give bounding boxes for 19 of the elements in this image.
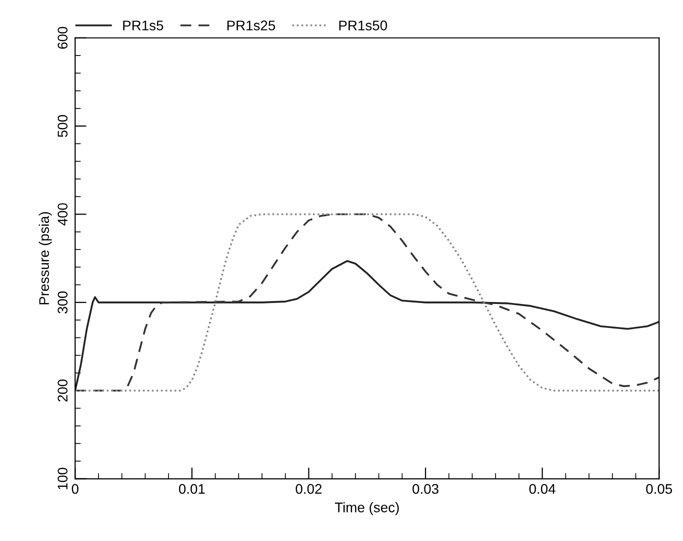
x-tick-label: 0 [72,484,78,494]
y-tick-label: 500 [58,115,68,138]
y-tick-label: 400 [58,203,68,226]
x-tick-label: 0.04 [529,484,556,494]
y-tick-label: 300 [58,291,68,314]
legend-label: PR1s5 [123,20,164,30]
line-series [75,213,660,392]
x-axis-title: Time (sec) [334,502,399,516]
y-tick-label: 100 [58,468,68,490]
x-tick-label: 0.01 [178,484,205,494]
legend-label: PR1s50 [339,20,388,30]
line-series [75,260,660,392]
x-tick-label: 0.02 [296,484,322,494]
x-tick-label: 0.03 [412,484,438,494]
legend-label: PR1s25 [227,20,276,30]
x-tick-label: 0.05 [646,484,672,494]
y-tick-label: 600 [58,26,68,49]
y-tick-label: 200 [58,380,68,402]
y-axis-title: Pressure (psia) [38,212,52,304]
